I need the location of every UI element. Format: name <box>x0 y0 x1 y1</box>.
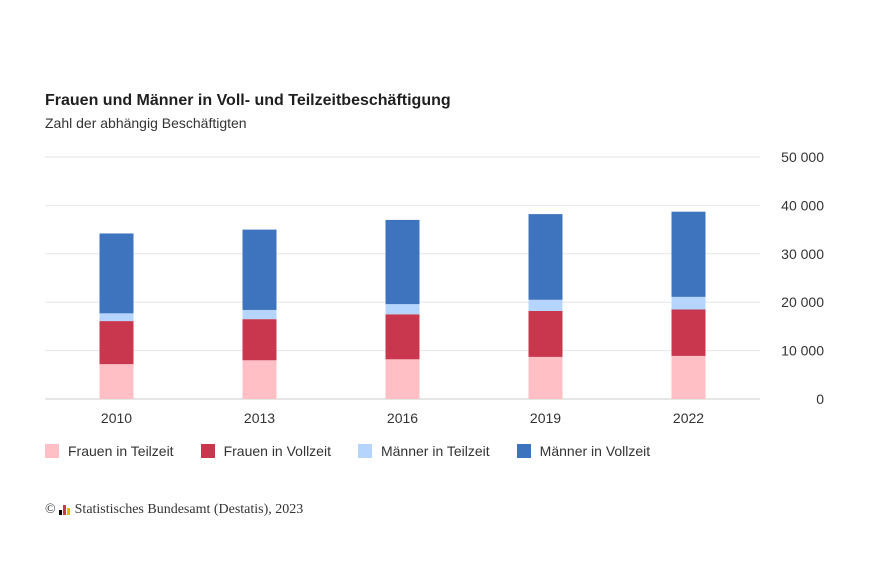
x-tick-label-2013: 2013 <box>244 410 275 426</box>
bar-2022-segment-2[interactable] <box>671 309 706 356</box>
y-tick-label: 30 000 <box>781 246 824 262</box>
bar-2022-segment-4[interactable] <box>671 211 706 297</box>
legend-label: Frauen in Vollzeit <box>223 443 331 459</box>
x-tick-label-2022: 2022 <box>673 410 704 426</box>
bar-2013-segment-4[interactable] <box>242 229 277 310</box>
copyright-symbol: © <box>45 502 56 517</box>
bar-2016-segment-4[interactable] <box>385 219 420 305</box>
y-tick-label: 10 000 <box>781 343 824 359</box>
chart-legend: Frauen in Teilzeit Frauen in Vollzeit Männ… <box>45 443 677 459</box>
bar-2013-segment-2[interactable] <box>242 319 277 361</box>
bar-2010-segment-3[interactable] <box>99 313 134 322</box>
legend-label: Frauen in Teilzeit <box>68 443 174 459</box>
bar-2016-segment-1[interactable] <box>385 359 420 399</box>
bar-2016-segment-3[interactable] <box>385 304 420 315</box>
legend-swatch <box>516 444 531 458</box>
x-tick-label-2010: 2010 <box>101 410 132 426</box>
y-tick-label: 20 000 <box>781 294 824 310</box>
legend-swatch <box>45 444 59 458</box>
bar-2022-segment-1[interactable] <box>671 355 706 399</box>
legend-item-1[interactable]: Frauen in Teilzeit <box>45 443 174 459</box>
y-tick-label: 40 000 <box>781 197 824 213</box>
legend-label: Männer in Vollzeit <box>539 443 651 459</box>
legend-item-3[interactable]: Männer in Teilzeit <box>357 443 490 459</box>
bar-2022-segment-3[interactable] <box>671 296 706 310</box>
x-tick-label-2019: 2019 <box>530 410 561 426</box>
bar-2019-segment-3[interactable] <box>528 299 563 311</box>
source-text: Statistisches Bundesamt (Destatis), 2023 <box>74 502 304 517</box>
chart-subtitle: Zahl der abhängig Beschäftigten <box>45 115 247 131</box>
bar-2013-segment-3[interactable] <box>242 309 277 320</box>
legend-item-4[interactable]: Männer in Vollzeit <box>516 443 651 459</box>
legend-swatch <box>200 444 215 458</box>
bar-2013-segment-1[interactable] <box>242 360 277 399</box>
legend-item-2[interactable]: Frauen in Vollzeit <box>200 443 331 459</box>
bar-2019-segment-2[interactable] <box>528 310 563 357</box>
bar-2019-segment-4[interactable] <box>528 214 563 300</box>
bar-2010-segment-2[interactable] <box>99 321 134 365</box>
chart-title: Frauen und Männer in Voll- und Teilzeitb… <box>45 92 451 109</box>
bar-2010-segment-4[interactable] <box>99 233 134 314</box>
y-tick-label: 0 <box>816 391 824 407</box>
legend-swatch <box>357 444 372 458</box>
legend-label: Männer in Teilzeit <box>380 443 490 459</box>
destatis-logo-icon <box>58 505 71 515</box>
bar-2016-segment-2[interactable] <box>385 314 420 360</box>
y-tick-label: 50 000 <box>781 149 824 165</box>
source-credit: © Statistisches Bundesamt (Destatis), 20… <box>45 502 303 518</box>
bar-2019-segment-1[interactable] <box>528 356 563 399</box>
x-tick-label-2016: 2016 <box>387 410 418 426</box>
bar-2010-segment-1[interactable] <box>99 364 134 399</box>
